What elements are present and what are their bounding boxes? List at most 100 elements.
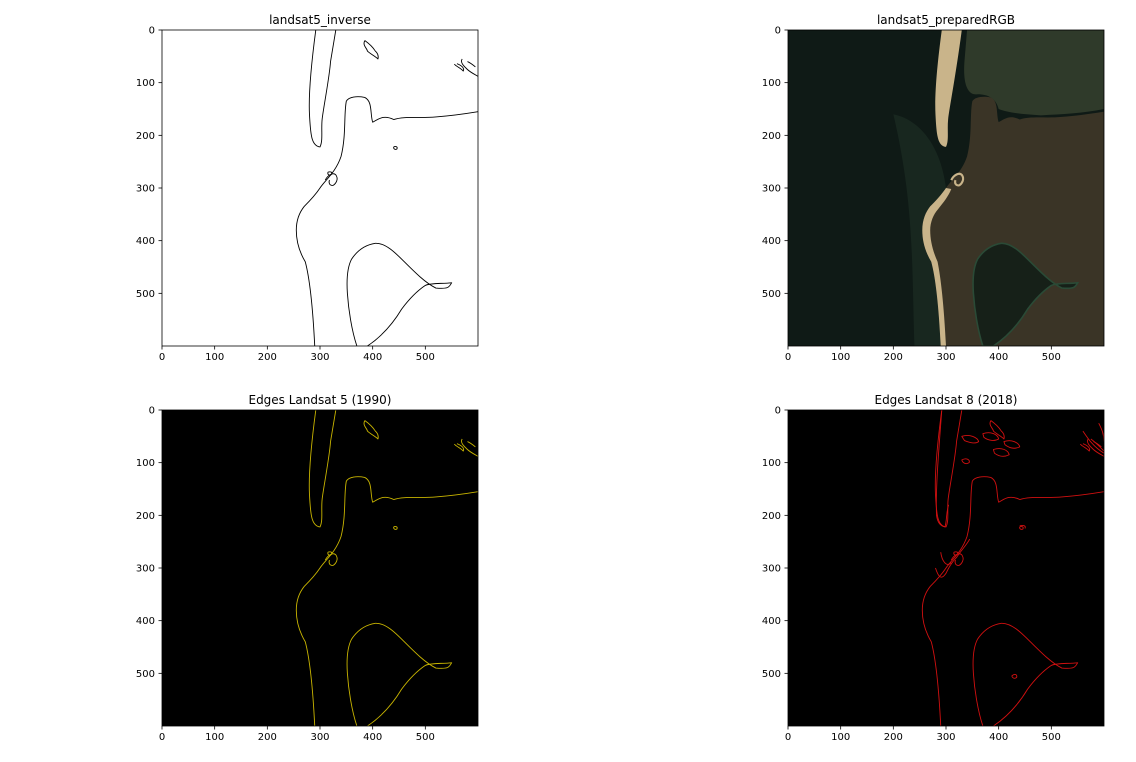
x-tick-label: 0 [785,732,791,743]
y-tick-label: 300 [762,564,781,575]
x-tick-label: 200 [884,732,903,743]
coastline-edge [295,96,478,346]
coastline-edge [393,526,398,530]
coastline-edge [363,420,379,440]
sand-island [950,172,965,187]
y-tick-label: 0 [775,406,781,417]
x-tick-label: 500 [1042,732,1061,743]
y-tick-label: 100 [136,78,155,89]
x-tick-label: 500 [1042,352,1061,363]
y-tick-label: 100 [762,78,781,89]
shallow-water [893,114,948,346]
coastline-edge [1082,430,1104,454]
image-area [162,30,478,346]
coastline-edge [295,476,478,726]
x-tick-label: 300 [310,352,329,363]
coastline-edge [393,146,398,150]
x-tick-label: 100 [205,352,224,363]
y-tick-label: 300 [136,564,155,575]
image-area [788,30,1104,346]
coastline-edge [327,551,333,556]
y-tick-label: 500 [136,669,155,680]
subplot-title: Edges Landsat 8 (2018) [874,393,1017,407]
coastline-edge [982,432,1000,441]
x-tick-label: 200 [258,352,277,363]
coastline-edge [363,40,379,60]
coastline-edge [346,242,453,346]
coastline-edge [453,63,465,72]
x-tick-label: 200 [258,732,277,743]
coastline-edge [453,443,465,452]
y-tick-label: 500 [136,289,155,300]
y-tick-label: 0 [149,406,155,417]
y-tick-label: 300 [762,184,781,195]
y-tick-label: 500 [762,669,781,680]
x-tick-label: 100 [205,732,224,743]
subplot-title: Edges Landsat 5 (1990) [248,393,391,407]
coastline-edge [992,448,1010,457]
y-tick-label: 200 [136,511,155,522]
coastline-edge [989,420,1005,440]
x-tick-label: 100 [831,352,850,363]
y-tick-label: 500 [762,289,781,300]
subplot-title: landsat5_inverse [269,13,371,27]
y-tick-label: 400 [762,616,781,627]
subplot-panel: Edges Landsat 8 (2018) 0 100 200 300 400 500 0 1… [762,393,1105,743]
x-tick-label: 400 [989,352,1008,363]
y-tick-label: 400 [762,236,781,247]
image-area [788,410,1104,726]
lake [972,242,1080,346]
y-tick-label: 100 [762,458,781,469]
coastline-edge [950,553,964,566]
coastline-edge [961,458,970,465]
x-tick-label: 500 [416,732,435,743]
subplot-title: landsat5_preparedRGB [877,13,1015,27]
y-tick-label: 200 [762,131,781,142]
x-tick-label: 300 [936,732,955,743]
coastline-edge [1019,526,1024,530]
y-tick-label: 100 [136,458,155,469]
y-tick-label: 0 [149,26,155,37]
x-tick-label: 0 [159,352,165,363]
x-tick-label: 500 [416,352,435,363]
y-tick-label: 200 [136,131,155,142]
coastline-edge [1079,443,1091,452]
coastline-edge [324,553,338,566]
x-tick-label: 0 [785,352,791,363]
x-tick-label: 300 [310,732,329,743]
image-area [162,410,478,726]
coastline-edge [461,58,478,77]
subplot-panel: landsat5_inverse 0 100 200 300 400 500 0 100 200 3… [136,13,479,363]
coastline-edge [346,622,453,726]
coastline-edge [461,438,478,457]
coastline-edge [308,410,337,528]
coastline-edge [940,552,952,565]
coastline-edge [921,476,1104,726]
coastline-edge [972,622,1079,726]
coastline-edge [961,435,980,444]
coastline-edge [935,410,950,528]
coastline-edge [324,173,338,186]
x-tick-label: 100 [831,732,850,743]
coastline-edge [1011,674,1018,679]
sand-coast [922,188,952,346]
y-tick-label: 400 [136,236,155,247]
coastline-edge [1019,525,1026,529]
coastline-edge [953,551,959,556]
x-tick-label: 200 [884,352,903,363]
coastline-edge [934,410,963,528]
y-tick-label: 300 [136,184,155,195]
y-tick-label: 0 [775,26,781,37]
x-tick-label: 300 [936,352,955,363]
sand-spit [935,30,962,147]
coastline-edge [1003,440,1021,449]
y-tick-label: 200 [762,511,781,522]
land-area [922,30,1104,346]
subplot-panel: Edges Landsat 5 (1990) 0 100 200 300 400 500 0 1… [136,393,479,743]
y-tick-label: 400 [136,616,155,627]
x-tick-label: 400 [363,732,382,743]
x-tick-label: 400 [363,352,382,363]
x-tick-label: 0 [159,732,165,743]
land-area-north [964,30,1104,116]
